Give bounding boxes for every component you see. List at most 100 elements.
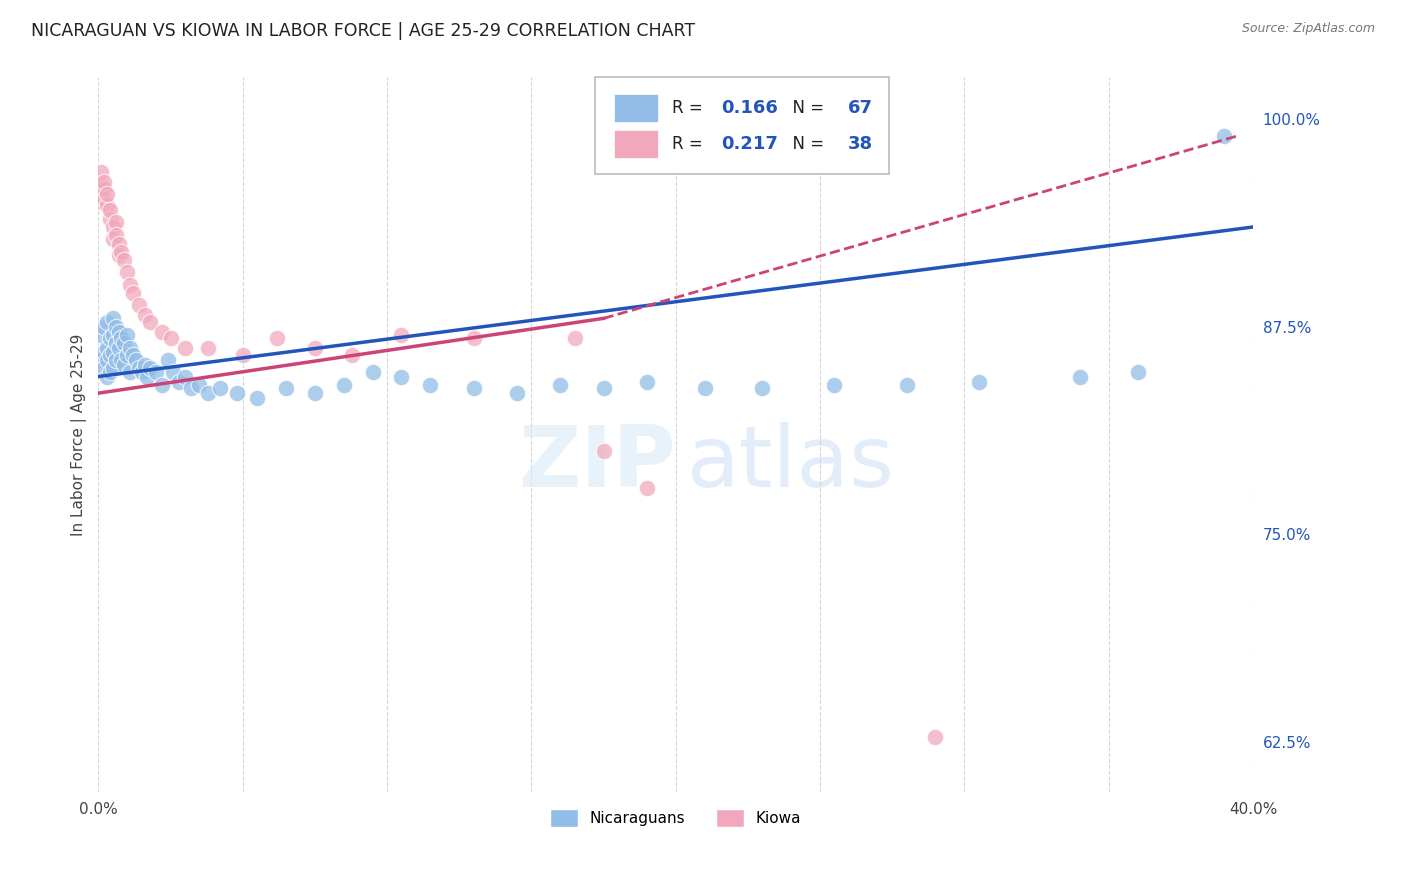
Point — [548, 377, 571, 392]
Point — [107, 325, 129, 339]
Point — [104, 228, 127, 243]
Point — [208, 381, 231, 395]
Text: R =: R = — [672, 99, 709, 117]
Point — [104, 336, 127, 351]
Text: R =: R = — [672, 135, 709, 153]
Point — [463, 381, 485, 395]
Point — [150, 377, 173, 392]
Point — [751, 381, 773, 395]
Point — [98, 211, 121, 226]
Point — [120, 341, 142, 355]
Point — [115, 348, 138, 362]
Point — [162, 365, 184, 379]
Point — [115, 265, 138, 279]
Point — [120, 365, 142, 379]
Point — [110, 331, 132, 345]
Point — [924, 730, 946, 744]
Point — [188, 377, 211, 392]
Point — [134, 358, 156, 372]
Point — [266, 331, 288, 345]
Text: NICARAGUAN VS KIOWA IN LABOR FORCE | AGE 25-29 CORRELATION CHART: NICARAGUAN VS KIOWA IN LABOR FORCE | AGE… — [31, 22, 695, 40]
Point — [592, 381, 614, 395]
Point — [98, 365, 121, 379]
Point — [90, 165, 112, 179]
FancyBboxPatch shape — [595, 78, 889, 174]
Text: N =: N = — [782, 135, 830, 153]
Point — [506, 386, 529, 401]
Point — [90, 178, 112, 193]
Point — [90, 328, 112, 343]
Legend: Nicaraguans, Kiowa: Nicaraguans, Kiowa — [543, 801, 808, 834]
Point — [180, 381, 202, 395]
Point — [197, 386, 219, 401]
Point — [101, 232, 124, 246]
Point — [823, 377, 845, 392]
Text: 0.166: 0.166 — [721, 99, 778, 117]
Point — [104, 215, 127, 229]
Point — [104, 319, 127, 334]
Text: 0.217: 0.217 — [721, 135, 778, 153]
Point — [1069, 369, 1091, 384]
Point — [101, 328, 124, 343]
Point — [104, 353, 127, 368]
Point — [98, 348, 121, 362]
Point — [391, 369, 413, 384]
Point — [636, 375, 658, 389]
Text: ZIP: ZIP — [517, 422, 676, 505]
Point — [93, 344, 115, 359]
Text: 67: 67 — [848, 99, 873, 117]
Point — [896, 377, 918, 392]
Text: Source: ZipAtlas.com: Source: ZipAtlas.com — [1241, 22, 1375, 36]
Point — [122, 348, 145, 362]
Point — [419, 377, 441, 392]
Point — [93, 182, 115, 196]
Point — [967, 375, 990, 389]
Text: atlas: atlas — [688, 422, 896, 505]
Point — [332, 377, 354, 392]
Point — [93, 192, 115, 206]
Point — [232, 348, 254, 362]
Point — [139, 315, 162, 329]
Point — [125, 353, 148, 368]
Point — [107, 248, 129, 262]
Bar — [614, 94, 658, 122]
Point — [136, 369, 159, 384]
Point — [156, 353, 179, 368]
Point — [139, 361, 162, 376]
Point — [101, 361, 124, 376]
Point — [128, 361, 150, 376]
Point — [101, 311, 124, 326]
Point — [342, 348, 364, 362]
Point — [1126, 365, 1149, 379]
Point — [96, 353, 118, 368]
Point — [391, 328, 413, 343]
Point — [112, 336, 135, 351]
Point — [693, 381, 716, 395]
Point — [98, 331, 121, 345]
Point — [159, 331, 181, 345]
Point — [174, 369, 197, 384]
Point — [167, 375, 190, 389]
Point — [122, 286, 145, 301]
Point — [274, 381, 297, 395]
Point — [96, 315, 118, 329]
Point — [120, 278, 142, 293]
Point — [128, 298, 150, 312]
Point — [564, 331, 586, 345]
Point — [110, 244, 132, 259]
Point — [304, 341, 326, 355]
Point — [90, 353, 112, 368]
Point — [112, 358, 135, 372]
Point — [592, 444, 614, 458]
Point — [90, 195, 112, 210]
Point — [225, 386, 247, 401]
Point — [96, 369, 118, 384]
Text: 38: 38 — [848, 135, 873, 153]
Point — [112, 253, 135, 268]
Bar — [614, 129, 658, 158]
Point — [107, 236, 129, 251]
Point — [304, 386, 326, 401]
Point — [98, 203, 121, 218]
Point — [145, 365, 167, 379]
Point — [96, 341, 118, 355]
